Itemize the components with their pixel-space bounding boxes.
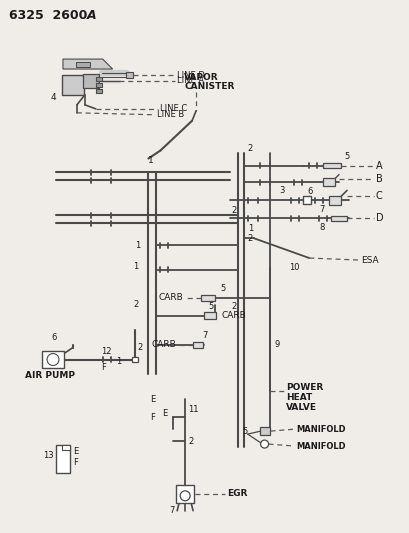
Bar	[200, 295, 214, 301]
Text: B: B	[375, 174, 382, 184]
Text: MANIFOLD: MANIFOLD	[296, 441, 345, 450]
Bar	[62, 75, 83, 95]
Bar	[62, 445, 70, 449]
Text: CANISTER: CANISTER	[184, 83, 234, 92]
Bar	[259, 427, 269, 435]
Text: 9: 9	[274, 340, 279, 349]
Bar	[96, 83, 101, 87]
Text: LINE B: LINE B	[157, 110, 184, 119]
Text: 1: 1	[115, 357, 121, 366]
Text: 2: 2	[188, 437, 193, 446]
Text: LINE C: LINE C	[160, 104, 187, 114]
Bar	[328, 196, 340, 205]
Circle shape	[47, 353, 59, 366]
Bar	[132, 357, 138, 362]
Bar	[193, 342, 202, 348]
Text: 12: 12	[101, 347, 111, 356]
Text: 10: 10	[289, 263, 299, 272]
Text: 4: 4	[51, 93, 56, 102]
Text: VAPOR: VAPOR	[184, 74, 218, 83]
Bar	[56, 445, 70, 473]
Text: E: E	[162, 409, 167, 418]
Text: LINE A: LINE A	[177, 76, 204, 85]
Text: C: C	[375, 191, 382, 201]
Text: 5: 5	[343, 152, 348, 161]
Text: AIR PUMP: AIR PUMP	[25, 371, 75, 380]
Text: 8: 8	[319, 223, 324, 232]
Circle shape	[180, 491, 190, 501]
Text: 3: 3	[279, 186, 284, 195]
Bar	[126, 72, 133, 78]
Text: 7: 7	[169, 506, 174, 515]
Text: 7: 7	[202, 331, 207, 340]
Text: CARB: CARB	[221, 311, 246, 320]
Text: 11: 11	[188, 405, 198, 414]
Bar	[76, 62, 90, 67]
Text: E: E	[73, 447, 78, 456]
Text: 1: 1	[247, 224, 252, 233]
Text: POWER: POWER	[286, 383, 323, 392]
Text: 6325  2600: 6325 2600	[9, 9, 88, 22]
Text: F: F	[73, 458, 78, 467]
Text: 2: 2	[247, 233, 252, 243]
Text: HEAT: HEAT	[286, 393, 312, 402]
Text: 7: 7	[319, 205, 324, 214]
Bar	[322, 179, 334, 187]
Bar	[96, 77, 101, 81]
Text: 2: 2	[137, 343, 142, 352]
Bar	[176, 485, 193, 503]
Text: E: E	[150, 395, 155, 404]
Text: 6: 6	[307, 187, 312, 196]
Text: ESA: ESA	[360, 255, 378, 264]
Text: 1: 1	[135, 240, 140, 249]
Text: VALVE: VALVE	[286, 403, 317, 412]
Text: D: D	[375, 213, 382, 223]
Text: 5: 5	[242, 426, 247, 435]
Text: 2: 2	[231, 206, 236, 215]
Text: 13: 13	[43, 450, 54, 459]
Text: 1: 1	[148, 156, 154, 165]
Text: A: A	[375, 160, 382, 171]
Circle shape	[260, 440, 268, 448]
Polygon shape	[63, 59, 112, 69]
Text: 6: 6	[51, 333, 56, 342]
Text: 5: 5	[219, 285, 225, 293]
Text: F: F	[101, 363, 106, 372]
Text: 5: 5	[207, 302, 213, 311]
Bar	[42, 351, 64, 368]
Bar	[330, 216, 346, 221]
Bar	[96, 89, 101, 93]
Text: 2: 2	[247, 144, 252, 153]
Text: LINE D: LINE D	[177, 70, 204, 79]
Text: F: F	[150, 413, 155, 422]
Text: CARB: CARB	[158, 293, 183, 302]
Text: 2: 2	[231, 302, 236, 311]
Text: EGR: EGR	[226, 489, 247, 498]
Bar	[303, 196, 310, 204]
Bar	[204, 312, 216, 319]
Text: 1: 1	[133, 262, 138, 271]
Text: A: A	[87, 9, 96, 22]
Text: CARB: CARB	[151, 340, 176, 349]
Bar	[83, 74, 99, 88]
Text: MANIFOLD: MANIFOLD	[296, 425, 345, 434]
Text: 2: 2	[133, 300, 138, 309]
Bar	[322, 163, 340, 168]
